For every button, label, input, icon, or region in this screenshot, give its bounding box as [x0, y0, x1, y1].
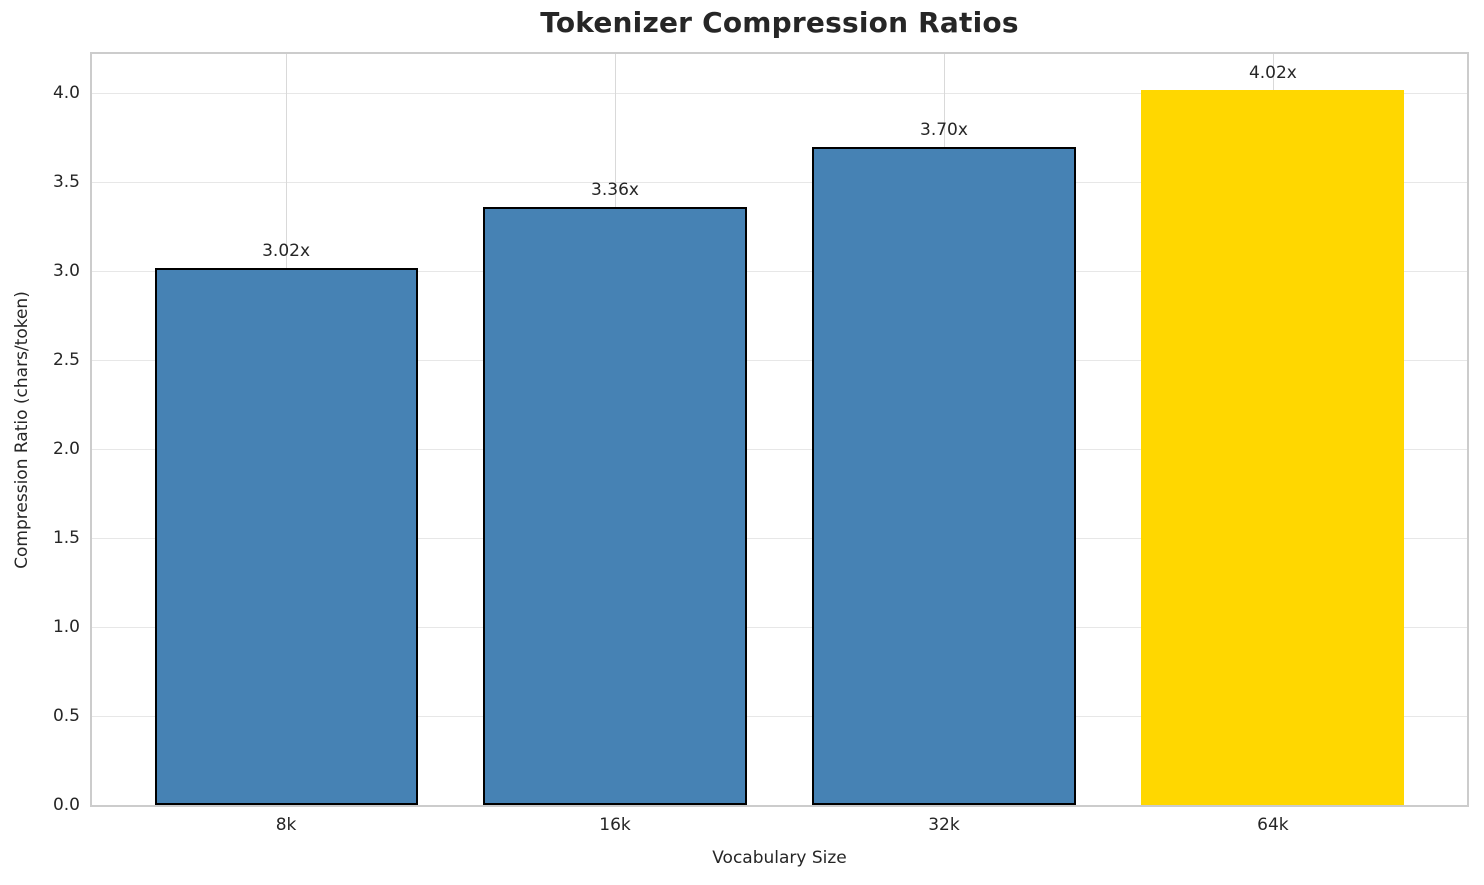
y-axis-title: Compression Ratio (chars/token)	[12, 291, 32, 569]
bar-value-label: 3.70x	[920, 119, 968, 140]
x-axis-title: Vocabulary Size	[712, 848, 847, 868]
y-tick-label: 1.5	[52, 528, 80, 549]
y-tick-label: 3.0	[52, 261, 80, 282]
y-tick-label: 0.5	[52, 706, 80, 727]
h-gridline	[92, 716, 1467, 718]
h-gridline	[92, 360, 1467, 362]
x-tick-label: 8k	[275, 815, 297, 835]
bar-32k	[812, 146, 1076, 805]
bar-16k	[483, 207, 747, 805]
h-gridline	[92, 182, 1467, 184]
h-gridline	[92, 93, 1467, 95]
plot-area: 0.0 0.5 1.0 1.5 2.0 2.5 3.0 3.5 4.0 3.02x 8k 3.36x 1…	[53, 52, 1469, 835]
h-gridline	[92, 271, 1467, 273]
y-tick-label: 1.0	[52, 617, 80, 638]
x-tick-label: 64k	[1257, 815, 1289, 835]
bar-value-label: 3.02x	[262, 240, 311, 261]
x-tick-label: 32k	[928, 815, 960, 835]
h-gridline	[92, 449, 1467, 451]
h-gridline	[92, 538, 1467, 540]
bar-value-label: 3.36x	[591, 180, 639, 201]
chart-title: Tokenizer Compression Ratios	[540, 6, 1019, 39]
h-gridline	[92, 627, 1467, 629]
bar-value-label: 4.02x	[1248, 62, 1297, 83]
bar-64k	[1141, 89, 1405, 805]
y-tick-label: 0.0	[52, 795, 80, 815]
bar-8k	[154, 267, 418, 805]
y-tick-label: 2.5	[52, 350, 80, 371]
y-tick-label: 4.0	[52, 83, 80, 104]
x-tick-label: 16k	[599, 815, 631, 835]
y-tick-label: 2.0	[52, 439, 80, 460]
y-tick-label: 3.5	[52, 172, 80, 193]
